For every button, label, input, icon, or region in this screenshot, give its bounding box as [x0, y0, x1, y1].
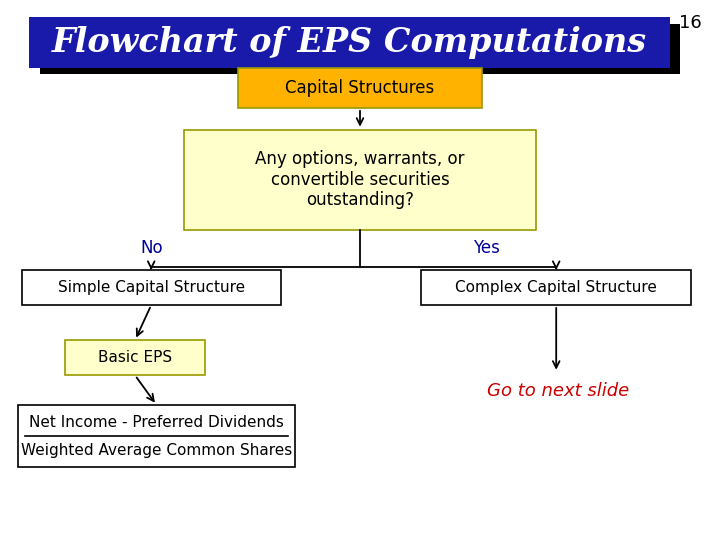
Text: Complex Capital Structure: Complex Capital Structure [455, 280, 657, 295]
Text: Yes: Yes [472, 239, 500, 258]
Text: Basic EPS: Basic EPS [98, 350, 172, 365]
FancyBboxPatch shape [18, 405, 295, 467]
FancyBboxPatch shape [29, 17, 670, 68]
FancyBboxPatch shape [238, 68, 482, 108]
Text: No: No [140, 239, 163, 258]
FancyBboxPatch shape [22, 270, 281, 305]
FancyBboxPatch shape [65, 340, 205, 375]
Text: Weighted Average Common Shares: Weighted Average Common Shares [21, 443, 292, 458]
Text: 16: 16 [679, 14, 702, 31]
Text: Flowchart of EPS Computations: Flowchart of EPS Computations [52, 26, 647, 59]
FancyBboxPatch shape [421, 270, 691, 305]
Text: Simple Capital Structure: Simple Capital Structure [58, 280, 245, 295]
FancyBboxPatch shape [184, 130, 536, 230]
Text: Capital Structures: Capital Structures [285, 79, 435, 97]
Text: Any options, warrants, or
convertible securities
outstanding?: Any options, warrants, or convertible se… [256, 150, 464, 210]
FancyBboxPatch shape [40, 24, 680, 74]
Text: Go to next slide: Go to next slide [487, 382, 629, 401]
Text: Net Income - Preferred Dividends: Net Income - Preferred Dividends [30, 415, 284, 430]
